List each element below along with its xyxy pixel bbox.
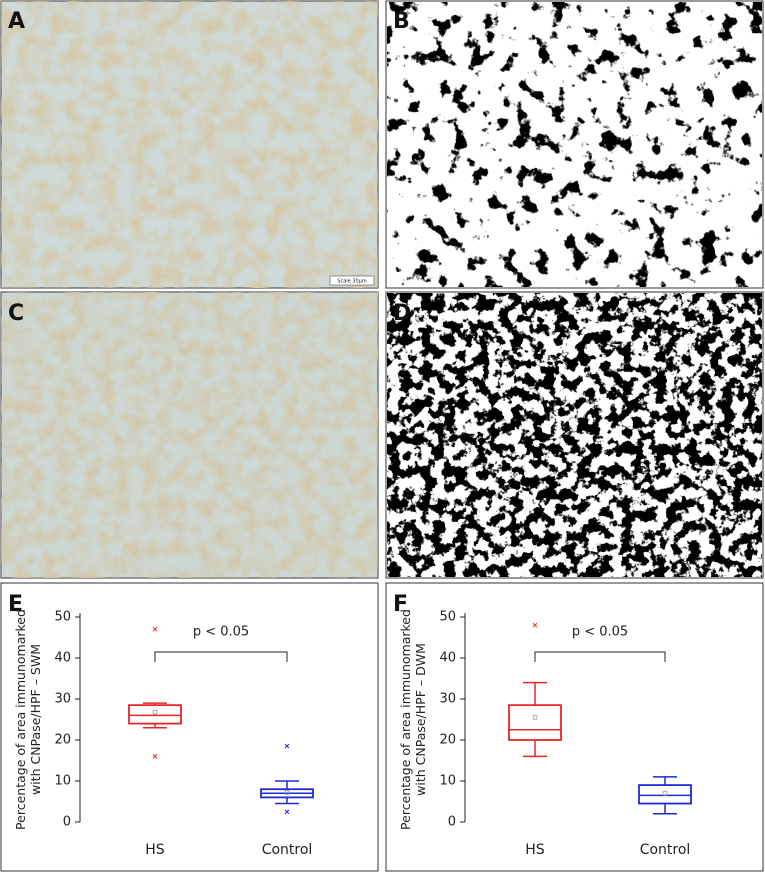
box <box>638 784 692 805</box>
y-axis-label-line: with CNPase/HPF – DWM <box>413 643 428 796</box>
mean-marker <box>662 791 668 796</box>
box-chart: E 0 10 20 30 40 50 Percentage of area immunomar… <box>8 592 314 858</box>
y-tick-label: 40 <box>439 651 456 666</box>
box <box>508 704 562 741</box>
significance-bracket <box>154 651 288 662</box>
y-axis-label-line: Percentage of area immunomarked <box>13 609 28 830</box>
y-tick-label: 10 <box>54 774 71 789</box>
outlier <box>152 754 158 759</box>
annotation: p < 0.05 <box>572 625 628 640</box>
mean-marker <box>152 709 158 715</box>
panel-frame <box>385 582 764 872</box>
box-chart: F 0 10 20 30 40 50 Percentage of area immunomar… <box>393 592 692 858</box>
panel-label: F <box>393 592 408 617</box>
x-tick-label: Control <box>640 842 691 858</box>
micrograph-a: Scale 30µm A <box>0 0 379 289</box>
panel-label: E <box>8 592 23 617</box>
annotation: p < 0.05 <box>193 625 249 640</box>
y-tick-label: 0 <box>448 815 456 830</box>
box <box>128 704 182 725</box>
x-tick-label: Control <box>262 842 313 858</box>
scale-bar-label: Scale 30µm <box>337 279 367 285</box>
outlier <box>284 743 290 749</box>
y-tick-label: 50 <box>54 610 71 625</box>
x-tick-label: HS <box>145 842 165 858</box>
mean-marker <box>532 715 538 720</box>
panel-label: A <box>8 9 25 34</box>
mean-marker <box>284 790 290 795</box>
panel-label: B <box>393 9 410 34</box>
panel-frame <box>0 582 379 872</box>
outlier <box>152 626 158 632</box>
y-axis-label: Percentage of area immunomarkedwith CNPa… <box>13 609 43 830</box>
y-axis-label-line: Percentage of area immunomarked <box>398 609 413 830</box>
panel-label: C <box>8 301 24 326</box>
outlier <box>284 809 290 815</box>
panel-label: D <box>393 301 411 326</box>
y-tick-label: 20 <box>54 733 71 748</box>
micrograph-d: D <box>385 291 764 579</box>
micrograph-b: B <box>385 0 764 289</box>
y-axis-label: Percentage of area immunomarkedwith CNPa… <box>398 609 428 830</box>
y-tick-label: 50 <box>439 610 456 625</box>
y-tick-label: 20 <box>439 733 456 748</box>
outlier <box>532 622 538 628</box>
x-tick-label: HS <box>525 842 545 858</box>
y-tick-label: 30 <box>54 692 71 707</box>
y-axis-label-line: with CNPase/HPF – SWM <box>28 644 43 795</box>
y-tick-label: 10 <box>439 774 456 789</box>
y-tick-label: 40 <box>54 651 71 666</box>
y-tick-label: 0 <box>63 815 71 830</box>
y-tick-label: 30 <box>439 692 456 707</box>
micrograph-c: C <box>0 291 379 579</box>
significance-bracket <box>534 651 666 662</box>
